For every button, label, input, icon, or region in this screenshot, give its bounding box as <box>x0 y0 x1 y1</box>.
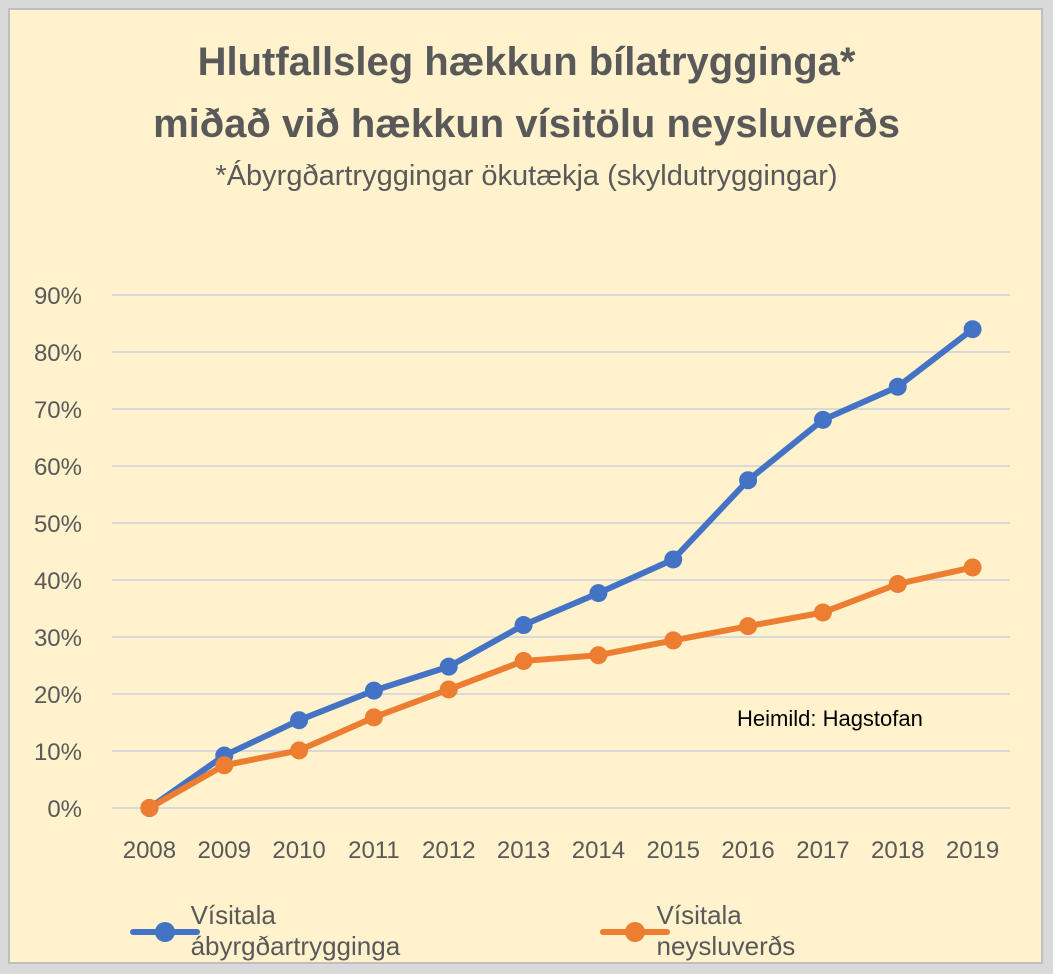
legend-label-neysluverds: Vísitala neysluverðs <box>656 900 796 961</box>
legend-item-abyrgdartrygginga: Vísitala ábyrgðartrygginga <box>130 900 418 962</box>
x-tick-label: 2011 <box>348 837 400 864</box>
source-note: Heimild: Hagstofan <box>737 706 923 731</box>
chart-title-line2: miðað við hækkun vísitölu neysluverðs <box>153 102 900 146</box>
series-0-point <box>589 584 608 603</box>
y-tick-label: 20% <box>34 682 82 709</box>
y-tick-label: 10% <box>34 739 82 766</box>
series-1-point <box>888 574 907 593</box>
series-1-point <box>589 646 608 665</box>
series-0-point <box>514 616 533 635</box>
x-tick-label: 2018 <box>871 837 924 864</box>
x-tick-label: 2010 <box>272 837 325 864</box>
legend-swatch-neysluverds <box>600 921 670 942</box>
series-0-point <box>290 711 309 730</box>
series-0-point <box>664 550 683 569</box>
x-axis-ticks: 2008 2009 2010 2011 2012 2013 2014 2015 2016 2017… <box>123 837 1000 864</box>
x-tick-label: 2014 <box>572 837 625 864</box>
y-axis-ticks: 0% 10% 20% 30% 40% 50% 60% 70% 80% 90% <box>34 283 82 823</box>
series-0-point <box>813 410 832 429</box>
legend-swatch-abyrgdartrygginga <box>130 921 200 942</box>
series-1-point <box>290 741 309 760</box>
series-1-point <box>215 756 234 775</box>
series-0-point <box>439 657 458 676</box>
x-tick-label: 2017 <box>796 837 849 864</box>
y-tick-label: 40% <box>34 568 82 595</box>
series-1-point <box>739 617 758 636</box>
x-tick-label: 2008 <box>123 837 176 864</box>
gridlines <box>112 294 1010 809</box>
series-1-point <box>963 558 982 577</box>
x-tick-label: 2015 <box>647 837 700 864</box>
chart-subtitle: *Ábyrgðartryggingar ökutækja (skyldutryg… <box>215 160 838 192</box>
series-1-point <box>140 799 159 817</box>
series-1-point <box>813 603 832 622</box>
legend-item-neysluverds: Vísitala neysluverðs <box>600 900 817 962</box>
y-tick-label: 90% <box>34 283 82 310</box>
y-tick-label: 30% <box>34 625 82 652</box>
series-1-point <box>439 680 458 699</box>
series-points <box>140 320 982 817</box>
x-tick-label: 2019 <box>946 837 999 864</box>
y-tick-label: 0% <box>47 796 82 823</box>
chart-frame <box>8 8 1043 964</box>
x-tick-label: 2012 <box>422 837 475 864</box>
x-tick-label: 2009 <box>198 837 251 864</box>
series-0-point <box>739 471 758 490</box>
series-0-point <box>963 320 982 339</box>
series-0-point <box>364 681 383 700</box>
x-tick-label: 2013 <box>497 837 550 864</box>
series-0-point <box>888 377 907 396</box>
series-1-point <box>664 631 683 650</box>
legend-label-abyrgdartrygginga: Vísitala ábyrgðartrygginga <box>190 900 401 961</box>
x-tick-label: 2016 <box>721 837 774 864</box>
y-tick-label: 60% <box>34 454 82 481</box>
y-tick-label: 50% <box>34 511 82 538</box>
series-line-0 <box>146 326 976 811</box>
series-lines <box>146 326 976 811</box>
y-tick-label: 70% <box>34 397 82 424</box>
series-line-1 <box>146 564 976 811</box>
y-tick-label: 80% <box>34 340 82 367</box>
chart-title: Hlutfallsleg hækkun bílatrygginga* <box>197 40 856 84</box>
series-1-point <box>364 708 383 727</box>
series-1-point <box>514 651 533 670</box>
